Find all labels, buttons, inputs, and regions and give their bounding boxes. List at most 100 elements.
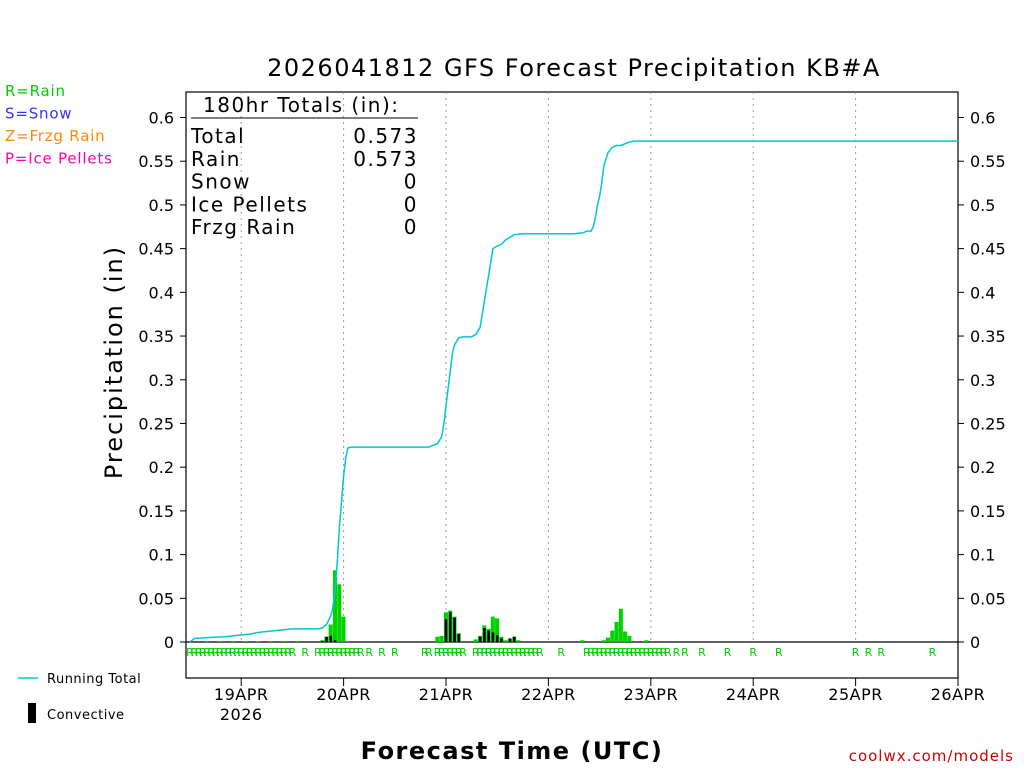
totals-row-value: 0.573 — [353, 124, 418, 148]
precip-type-marker: R — [421, 646, 429, 659]
precip-bar — [435, 636, 440, 642]
x-tick-label: 22APR — [521, 685, 576, 704]
precip-type-marker: R — [638, 646, 646, 659]
precip-type-marker: R — [604, 646, 612, 659]
precip-type-marker: R — [314, 646, 322, 659]
precip-type-marker: R — [664, 646, 672, 659]
precip-type-marker: R — [276, 646, 284, 659]
y-tick-label-left: 0.55 — [138, 152, 174, 171]
precip-type-marker: R — [877, 646, 885, 659]
precip-type-marker: R — [438, 646, 446, 659]
precip-type-legend-item: S=Snow — [5, 105, 72, 123]
precip-bar — [337, 584, 342, 642]
precip-type-marker: R — [242, 646, 250, 659]
totals-box: 180hr Totals (in): Total 0.573 Rain 0.573 Sn… — [190, 93, 418, 239]
convective-bar — [457, 634, 461, 642]
precip-type-marker: R — [208, 646, 216, 659]
x-tick-label: 25APR — [828, 685, 883, 704]
y-tick-label-right: 0 — [970, 633, 980, 652]
precip-type-marker: R — [203, 646, 211, 659]
precip-type-marker: R — [502, 646, 510, 659]
y-tick-label-right: 0.15 — [970, 502, 1006, 521]
totals-row-value: 0.573 — [353, 147, 418, 171]
precip-type-marker: R — [446, 646, 454, 659]
y-tick-label-left: 0.3 — [149, 371, 174, 390]
precip-bar — [516, 640, 521, 642]
vertical-gridlines — [240, 92, 857, 642]
precip-type-marker: R — [536, 646, 544, 659]
precip-type-marker: R — [259, 646, 267, 659]
precip-type-marker: R — [237, 646, 245, 659]
x-tick-label: 19APR — [214, 685, 269, 704]
y-tick-label-left: 0.45 — [138, 240, 174, 259]
precip-type-marker: R — [865, 646, 873, 659]
precip-bar — [503, 640, 508, 642]
precip-type-marker: R — [216, 646, 224, 659]
precip-bar — [490, 616, 495, 642]
y-tick-label-right: 0.25 — [970, 414, 1006, 433]
precip-bar — [268, 641, 273, 642]
convective-bars — [320, 612, 516, 642]
y-tick-label-left: 0.25 — [138, 414, 174, 433]
precip-type-marker: R — [212, 646, 220, 659]
precip-type-marker: R — [592, 646, 600, 659]
precip-type-marker: R — [357, 646, 365, 659]
precip-type-marker: R — [365, 646, 373, 659]
precip-type-marker: R — [749, 646, 757, 659]
precip-bar — [644, 640, 649, 642]
convective-bar — [448, 612, 452, 642]
y-tick-label-left: 0.05 — [138, 589, 174, 608]
precip-type-marker: R — [190, 646, 198, 659]
precip-type-marker: R — [643, 646, 651, 659]
precip-bar — [256, 641, 261, 642]
precip-type-marker: R — [301, 646, 309, 659]
precip-type-marker: R — [442, 646, 450, 659]
totals-row-label: Snow — [191, 170, 251, 194]
precip-bar — [614, 621, 619, 642]
precip-type-marker: R — [621, 646, 629, 659]
y-tick-label-right: 0.2 — [970, 458, 995, 477]
precip-type-marker: R — [289, 646, 297, 659]
precip-type-marker: R — [515, 646, 523, 659]
precip-type-marker: R — [498, 646, 506, 659]
precip-bar — [627, 635, 632, 642]
precip-bar — [580, 640, 585, 642]
x-axis: 19APR 20APR 21APR 22APR 23APR 24APR 25APR 26APR… — [214, 678, 985, 724]
precip-type-marker: R — [681, 646, 689, 659]
precip-bar — [623, 631, 628, 642]
precip-type-marker: R — [523, 646, 531, 659]
precip-type-marker: R — [391, 646, 399, 659]
precip-type-marker: R — [596, 646, 604, 659]
precip-type-marker: R — [229, 646, 237, 659]
y-axis-title: Precipitation (in) — [100, 245, 128, 479]
precip-type-marker: R — [775, 646, 783, 659]
precip-bar — [230, 641, 235, 642]
precip-bar — [473, 639, 478, 642]
convective-bar — [500, 638, 503, 642]
precip-type-marker: R — [318, 646, 326, 659]
x-axis-title: Forecast Time (UTC) — [361, 737, 664, 765]
x-year-label: 2026 — [220, 705, 263, 724]
y-tick-label-left: 0.2 — [149, 458, 174, 477]
convective-bar — [483, 628, 486, 642]
precip-type-marker: R — [600, 646, 608, 659]
y-tick-label-right: 0.6 — [970, 109, 995, 128]
precip-type-marker: R — [425, 646, 433, 659]
convective-bar — [508, 638, 512, 642]
y-axis-right: 0 0.05 0.1 0.15 0.2 0.25 0.3 0.35 0.4 0.45 0.5 0.55… — [958, 109, 1006, 652]
precip-type-marker: R — [506, 646, 514, 659]
y-tick-label-left: 0.5 — [149, 196, 174, 215]
precip-bar — [601, 640, 606, 642]
precip-type-marker: R — [472, 646, 480, 659]
totals-row-label: Frzg Rain — [191, 215, 296, 239]
x-tick-label: 26APR — [931, 685, 986, 704]
totals-header: 180hr Totals (in): — [203, 93, 400, 117]
precip-type-marker: R — [929, 646, 937, 659]
y-tick-label-left: 0.6 — [149, 109, 174, 128]
running-total-legend-label: Running Total — [47, 672, 141, 687]
precip-type-marker: R — [225, 646, 233, 659]
y-tick-label-left: 0.15 — [138, 502, 174, 521]
x-tick-label: 21APR — [419, 685, 474, 704]
